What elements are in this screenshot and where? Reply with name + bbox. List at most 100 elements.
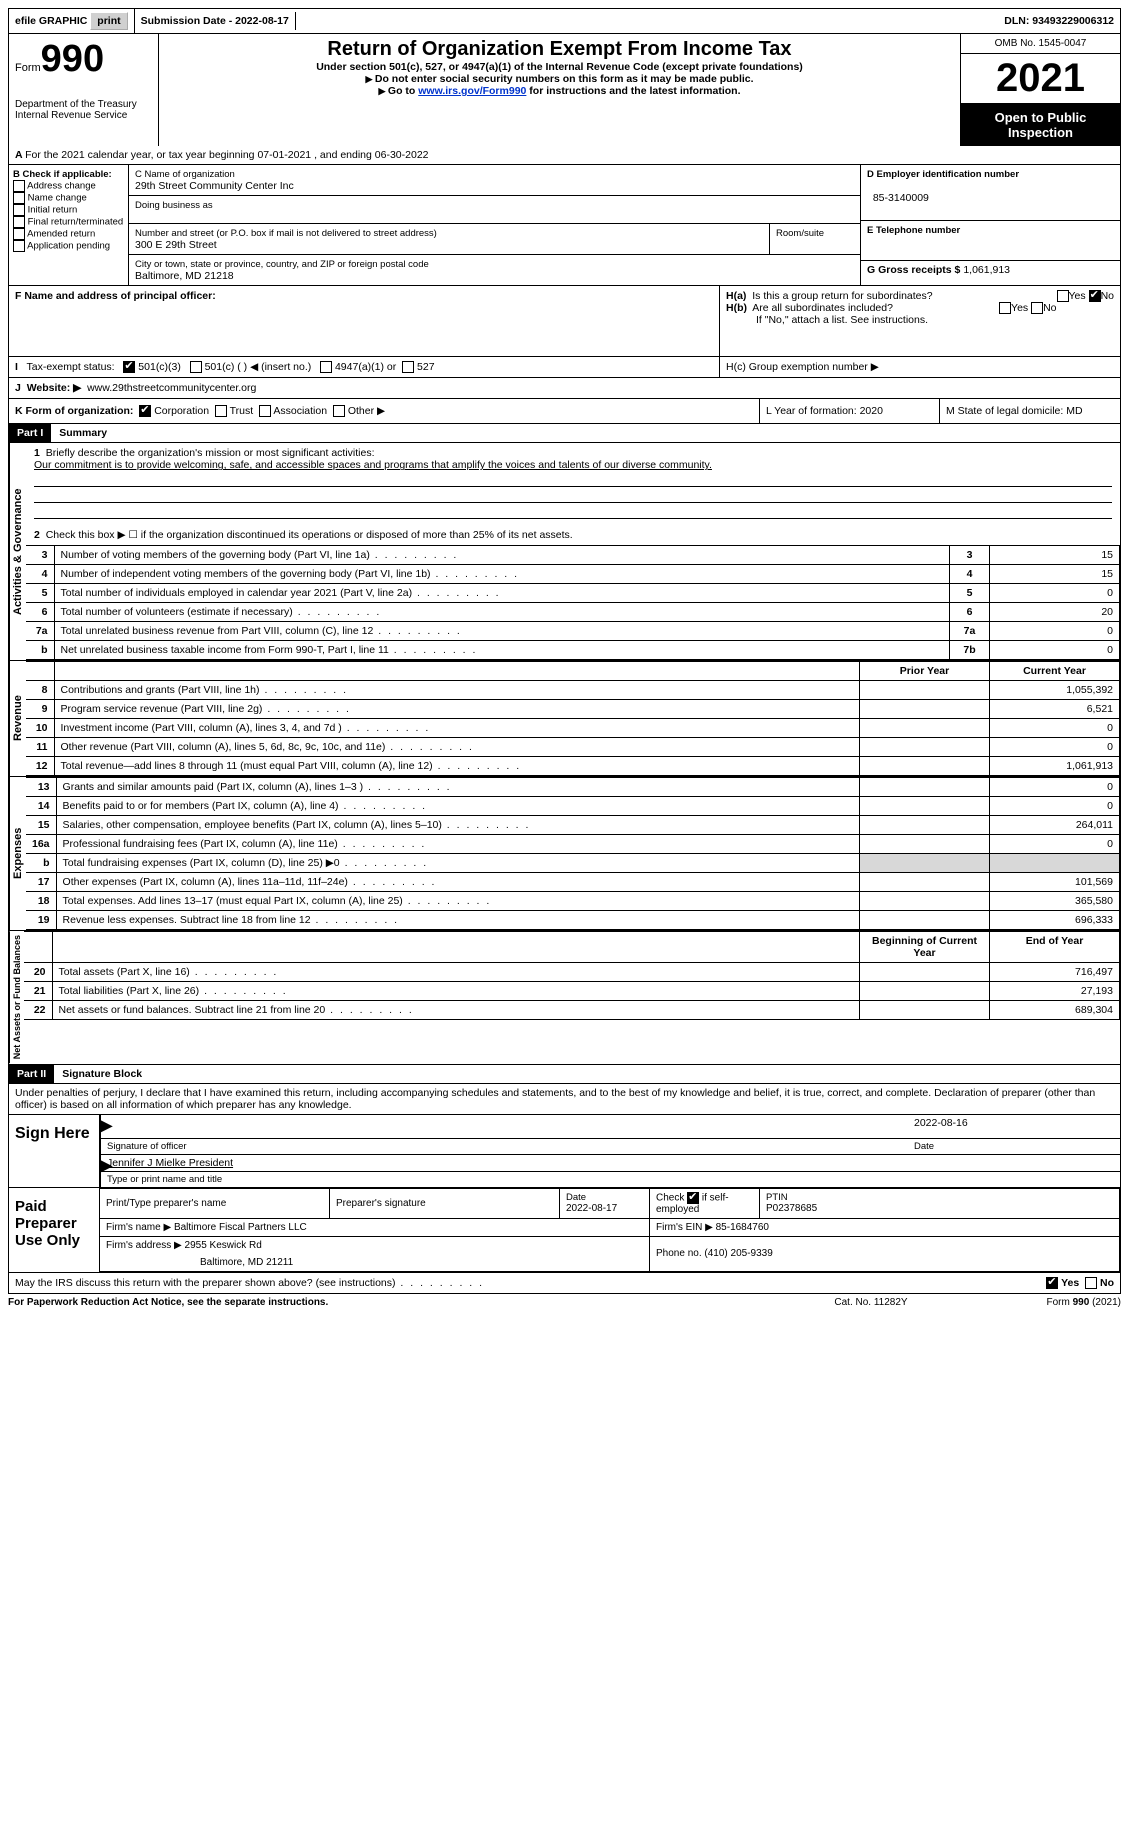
h-c: H(c) Group exemption number ▶ [720, 357, 1120, 377]
org-name: 29th Street Community Center Inc [135, 180, 294, 192]
checkbox-assoc[interactable] [259, 405, 271, 417]
firm-address: 2955 Keswick Rd [185, 1240, 262, 1251]
website-url: www.29thstreetcommunitycenter.org [87, 382, 256, 394]
irs-link[interactable]: www.irs.gov/Form990 [418, 85, 526, 97]
part-ii-title: Signature Block [54, 1065, 150, 1083]
part-i-label: Part I [9, 424, 51, 442]
paid-preparer-label: Paid Preparer Use Only [9, 1188, 99, 1272]
firm-phone: (410) 205-9339 [704, 1248, 772, 1259]
officer-name: Jennifer J Mielke President [107, 1157, 233, 1169]
firm-city: Baltimore, MD 21211 [100, 1254, 650, 1272]
line-2: Check this box ▶ ☐ if the organization d… [46, 529, 573, 541]
dln: DLN: 93493229006312 [998, 12, 1120, 30]
mission-text: Our commitment is to provide welcoming, … [34, 459, 712, 471]
checkbox-4947[interactable] [320, 361, 332, 373]
ptin: P02378685 [766, 1203, 817, 1214]
vlabel-netassets: Net Assets or Fund Balances [9, 931, 24, 1063]
subtitle-2: Do not enter social security numbers on … [165, 73, 954, 85]
phone-label: E Telephone number [867, 225, 960, 236]
dept-treasury: Department of the Treasury [15, 99, 152, 110]
checkbox-initial-return[interactable]: Initial return [13, 204, 124, 216]
box-l: L Year of formation: 2020 [760, 399, 940, 423]
checkbox-amended-return[interactable]: Amended return [13, 228, 124, 240]
checkbox-name-change[interactable]: Name change [13, 192, 124, 204]
city-label: City or town, state or province, country… [135, 259, 429, 270]
form-title: Return of Organization Exempt From Incom… [165, 38, 954, 61]
sign-here-label: Sign Here [9, 1115, 99, 1187]
checkbox-501c3[interactable] [123, 361, 135, 373]
subtitle-3: Go to www.irs.gov/Form990 for instructio… [165, 85, 954, 97]
street-address: 300 E 29th Street [135, 239, 217, 251]
pra-notice: For Paperwork Reduction Act Notice, see … [8, 1297, 771, 1308]
box-m: M State of legal domicile: MD [940, 399, 1120, 423]
submission-date: Submission Date - 2022-08-17 [135, 12, 296, 30]
net-assets-section: Net Assets or Fund Balances Beginning of… [8, 931, 1121, 1064]
sig-date-label: Date [914, 1141, 1114, 1152]
section-i: I Tax-exempt status: 501(c)(3) 501(c) ( … [8, 357, 1121, 378]
officer-name-label: Type or print name and title [101, 1172, 1120, 1187]
expenses-section: Expenses 13Grants and similar amounts pa… [8, 777, 1121, 931]
part-ii-label: Part II [9, 1065, 54, 1083]
prep-selfemp: Check if self-employed [650, 1188, 760, 1218]
prep-name-h: Print/Type preparer's name [100, 1188, 330, 1218]
h-b: H(b) Are all subordinates included? Yes … [726, 302, 1114, 314]
box-b: B Check if applicable: Address change Na… [9, 165, 129, 285]
gross-receipts: 1,061,913 [963, 264, 1010, 276]
net-assets-table: Beginning of Current YearEnd of Year20To… [24, 931, 1120, 1020]
checkbox-final-return-terminated[interactable]: Final return/terminated [13, 216, 124, 228]
activities-governance: Activities & Governance 1 Briefly descri… [8, 443, 1121, 661]
open-to-public: Open to Public Inspection [961, 104, 1120, 146]
org-name-label: C Name of organization [135, 169, 235, 180]
street-label: Number and street (or P.O. box if mail i… [135, 228, 437, 239]
checkbox-address-change[interactable]: Address change [13, 180, 124, 192]
perjury-statement: Under penalties of perjury, I declare th… [8, 1084, 1121, 1115]
sig-officer-label: Signature of officer [107, 1141, 914, 1152]
vlabel-revenue: Revenue [9, 661, 26, 776]
checkbox-trust[interactable] [215, 405, 227, 417]
form-footer: Form 990 (2021) [971, 1297, 1121, 1308]
top-bar: efile GRAPHIC print Submission Date - 20… [8, 8, 1121, 34]
ein-label: D Employer identification number [867, 169, 1019, 180]
h-b-note: If "No," attach a list. See instructions… [726, 314, 1114, 326]
section-fh: F Name and address of principal officer:… [8, 286, 1121, 357]
prep-date: 2022-08-17 [566, 1203, 617, 1214]
checkbox-other[interactable] [333, 405, 345, 417]
print-button[interactable]: print [90, 12, 127, 30]
ein-value: 85-3140009 [873, 192, 929, 204]
discuss-no[interactable] [1085, 1277, 1097, 1289]
gross-receipts-label: G Gross receipts $ [867, 264, 960, 276]
subtitle-1: Under section 501(c), 527, or 4947(a)(1)… [165, 61, 954, 73]
section-j: J Website: ▶ www.29thstreetcommunitycent… [8, 378, 1121, 399]
expenses-table: 13Grants and similar amounts paid (Part … [26, 777, 1120, 930]
discuss-yes[interactable] [1046, 1277, 1058, 1289]
city-value: Baltimore, MD 21218 [135, 270, 234, 282]
efile-label: efile GRAPHIC print [9, 9, 135, 33]
governance-table: 3Number of voting members of the governi… [26, 545, 1120, 660]
tax-year: 2021 [961, 54, 1120, 104]
section-klm: K Form of organization: Corporation Trus… [8, 399, 1121, 424]
firm-ein: 85-1684760 [716, 1222, 769, 1233]
sign-here-section: Sign Here ▶ 2022-08-16 Signature of offi… [8, 1115, 1121, 1188]
checkbox-527[interactable] [402, 361, 414, 373]
entity-section: B Check if applicable: Address change Na… [8, 165, 1121, 286]
box-f-label: F Name and address of principal officer: [15, 290, 216, 302]
h-a: H(a) Is this a group return for subordin… [726, 290, 1114, 302]
dba-label: Doing business as [135, 200, 213, 211]
paid-preparer-section: Paid Preparer Use Only Print/Type prepar… [8, 1188, 1121, 1273]
line-a: A For the 2021 calendar year, or tax yea… [8, 146, 1121, 165]
vlabel-governance: Activities & Governance [9, 443, 26, 660]
firm-name: Baltimore Fiscal Partners LLC [174, 1222, 307, 1233]
checkbox-501c[interactable] [190, 361, 202, 373]
checkbox-corp[interactable] [139, 405, 151, 417]
checkbox-application-pending[interactable]: Application pending [13, 240, 124, 252]
form-header: Form990 Department of the Treasury Inter… [8, 34, 1121, 146]
prep-sig-h: Preparer's signature [330, 1188, 560, 1218]
omb-number: OMB No. 1545-0047 [961, 34, 1120, 54]
revenue-table: Prior YearCurrent Year8Contributions and… [26, 661, 1120, 776]
discuss-row: May the IRS discuss this return with the… [8, 1273, 1121, 1294]
cat-no: Cat. No. 11282Y [771, 1297, 971, 1308]
room-label: Room/suite [776, 228, 824, 239]
sign-date: 2022-08-16 [914, 1117, 1114, 1129]
mission-prompt: Briefly describe the organization's miss… [46, 447, 375, 459]
form-number: Form990 [15, 38, 152, 81]
